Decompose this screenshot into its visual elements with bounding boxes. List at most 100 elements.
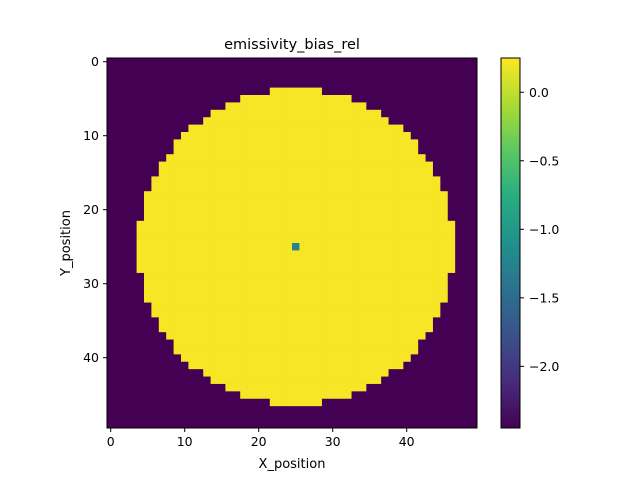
heatmap-cell [269,154,278,162]
heatmap-cell [380,324,389,333]
heatmap-cell [210,220,219,229]
heatmap-cell [329,169,337,177]
heatmap-cell [292,117,300,125]
heatmap-cell [284,176,293,185]
heatmap-cell [203,302,211,310]
heatmap-cell [232,161,241,170]
heatmap-cell [218,132,226,140]
heatmap-cell [299,391,308,399]
heatmap-cell [343,272,352,281]
heatmap-cell [410,287,419,296]
heatmap-cell [218,228,226,236]
heatmap-cell [343,146,352,155]
heatmap-cell [255,346,263,355]
heatmap-cells [107,58,477,428]
heatmap-cell [314,154,322,162]
heatmap-cell [410,235,419,244]
heatmap-cell [173,302,182,310]
heatmap-cell [151,220,160,229]
heatmap-cell [440,213,448,222]
heatmap-cell [225,324,234,333]
heatmap-cell [269,139,278,148]
heatmap-cell [366,117,374,125]
heatmap-cell [351,272,359,281]
heatmap-cell [173,280,182,288]
heatmap-cell [329,176,337,185]
heatmap-cell [151,309,160,318]
heatmap-cell [247,317,256,325]
heatmap-cell [321,265,330,273]
y-tick-label: 30 [83,276,99,291]
heatmap-cell [225,109,234,118]
heatmap-cell [269,391,278,399]
heatmap-cell [232,265,241,273]
heatmap-cell [232,191,241,199]
heatmap-cell [240,206,248,214]
heatmap-cell [388,161,396,170]
heatmap-cell [158,228,167,236]
heatmap-cell [336,383,345,392]
heatmap-cell [410,198,419,207]
heatmap-cell [351,287,359,296]
heatmap-cell [269,339,278,347]
heatmap-cell [225,132,234,140]
heatmap-cell [321,198,330,207]
heatmap-cell [292,154,300,162]
heatmap-cell [173,206,182,214]
heatmap-cell [284,161,293,170]
heatmap-cell [410,139,419,148]
heatmap-cell [336,294,345,303]
heatmap-cell [166,250,174,259]
heatmap-cell [188,235,197,244]
heatmap-cell [336,191,345,199]
heatmap-cell [292,317,300,325]
heatmap-cell [329,294,337,303]
heatmap-cell [247,169,256,177]
heatmap-cell [181,302,189,310]
heatmap-cell [358,183,367,192]
heatmap-cell [373,376,382,384]
heatmap-cell [151,213,160,222]
heatmap-cell [210,368,219,377]
heatmap-cell [351,228,359,236]
heatmap-cell [440,228,448,236]
heatmap-cell [410,161,419,170]
heatmap-cell [262,354,271,362]
heatmap-cell [440,198,448,207]
heatmap-cell [173,228,182,236]
heatmap-cell [447,265,456,273]
heatmap-cell [232,146,241,155]
heatmap-cell [395,309,404,318]
heatmap-cell [255,109,263,118]
heatmap-cell [247,391,256,399]
heatmap-cell [232,220,241,229]
heatmap-cell [410,243,419,251]
heatmap-cell [284,139,293,148]
heatmap-cell [247,302,256,310]
heatmap-cell [395,339,404,347]
heatmap-cell [284,154,293,162]
heatmap-cell [166,154,174,162]
heatmap-cell [277,331,285,340]
heatmap-cell [195,331,204,340]
heatmap-cell [240,368,248,377]
heatmap-cell [218,183,226,192]
heatmap-cell [247,383,256,392]
heatmap-cell [210,302,219,310]
heatmap-cell [292,132,300,140]
heatmap-cell [314,235,322,244]
heatmap-cell [299,309,308,318]
heatmap-cell [366,294,374,303]
heatmap-cell [351,220,359,229]
heatmap-cell [329,95,337,103]
heatmap-cell [284,191,293,199]
heatmap-cell [306,109,315,118]
heatmap-cell [218,376,226,384]
heatmap-cell [158,250,167,259]
heatmap-cell [388,272,396,281]
heatmap-cell [299,339,308,347]
heatmap-cell [210,183,219,192]
heatmap-cell [292,361,300,370]
heatmap-cell [395,294,404,303]
heatmap-cell [277,243,285,251]
